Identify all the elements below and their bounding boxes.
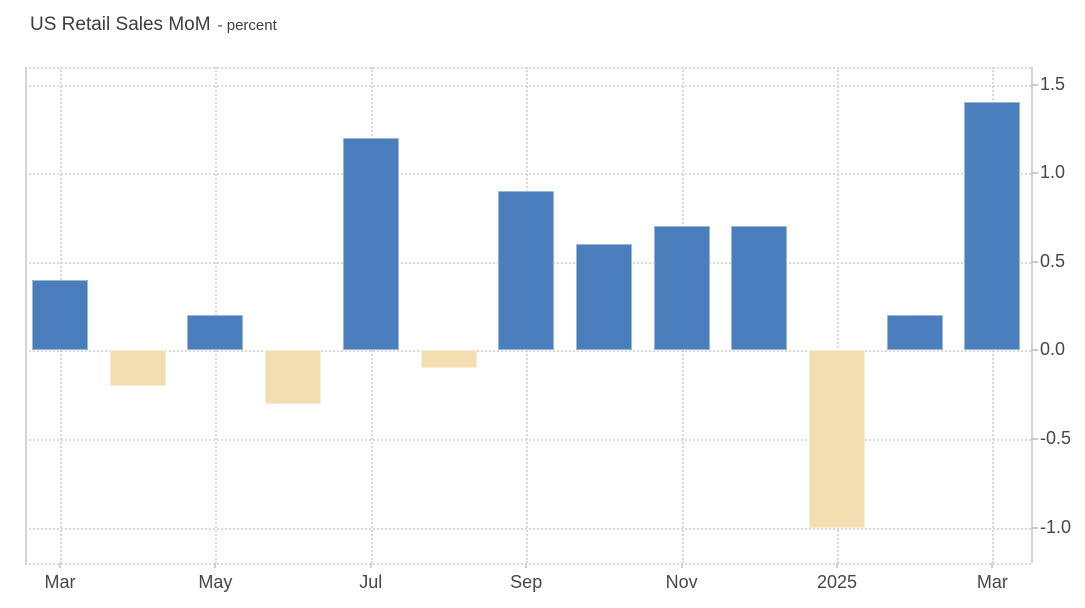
bar-jun-2024[interactable] — [265, 350, 322, 404]
plot-border-left — [25, 67, 27, 563]
plot-border-bottom — [25, 563, 1031, 565]
y-axis-tick — [1031, 349, 1038, 352]
y-tick-label: 1.5 — [1040, 73, 1066, 94]
y-axis-tick — [1031, 438, 1038, 440]
bar-mar-2024[interactable] — [32, 279, 88, 351]
x-tick-label: Mar — [976, 572, 1008, 592]
y-tick-label: -1.0 — [1040, 516, 1072, 537]
bar-mar-2025[interactable] — [964, 102, 1021, 351]
x-axis-tick — [214, 563, 217, 568]
bar-jan-2025[interactable] — [809, 350, 865, 528]
y-axis-tick — [1031, 526, 1038, 529]
y-tick-label: -0.5 — [1040, 428, 1072, 449]
gridline-v — [837, 67, 839, 563]
bar-aug-2024[interactable] — [420, 350, 477, 369]
bar-apr-2024[interactable] — [109, 350, 166, 386]
bar-feb-2025[interactable] — [886, 315, 943, 351]
bar-may-2024[interactable] — [187, 315, 244, 351]
x-axis-tick — [525, 563, 528, 568]
x-tick-label: 2025 — [816, 572, 858, 592]
x-tick-label: Jul — [359, 572, 383, 592]
chart-subtitle: - percent — [217, 17, 277, 34]
x-axis-tick — [680, 563, 683, 568]
x-axis-tick — [59, 563, 61, 568]
bar-jul-2024[interactable] — [342, 137, 399, 351]
y-axis-tick — [1031, 172, 1038, 175]
bar-oct-2024[interactable] — [575, 244, 632, 351]
x-tick-label: Nov — [665, 572, 698, 592]
y-tick-label: 0.0 — [1040, 339, 1066, 360]
x-tick-label: Mar — [44, 572, 76, 592]
x-axis-tick — [991, 563, 994, 568]
bar-dec-2024[interactable] — [731, 226, 788, 351]
y-tick-label: 1.0 — [1040, 162, 1066, 183]
bar-nov-2024[interactable] — [653, 226, 710, 351]
x-tick-label: Sep — [510, 572, 543, 592]
chart-header: US Retail Sales MoM - percent — [30, 14, 277, 36]
y-tick-label: 0.5 — [1040, 250, 1066, 271]
x-axis-tick — [369, 563, 372, 568]
bar-sep-2024[interactable] — [498, 191, 555, 351]
x-axis-tick — [836, 563, 838, 568]
y-axis-tick — [1031, 260, 1038, 263]
chart-title: US Retail Sales MoM — [30, 14, 211, 35]
x-tick-label: May — [198, 572, 233, 592]
y-axis-tick — [1031, 83, 1038, 86]
y-axis-line — [1031, 67, 1033, 563]
